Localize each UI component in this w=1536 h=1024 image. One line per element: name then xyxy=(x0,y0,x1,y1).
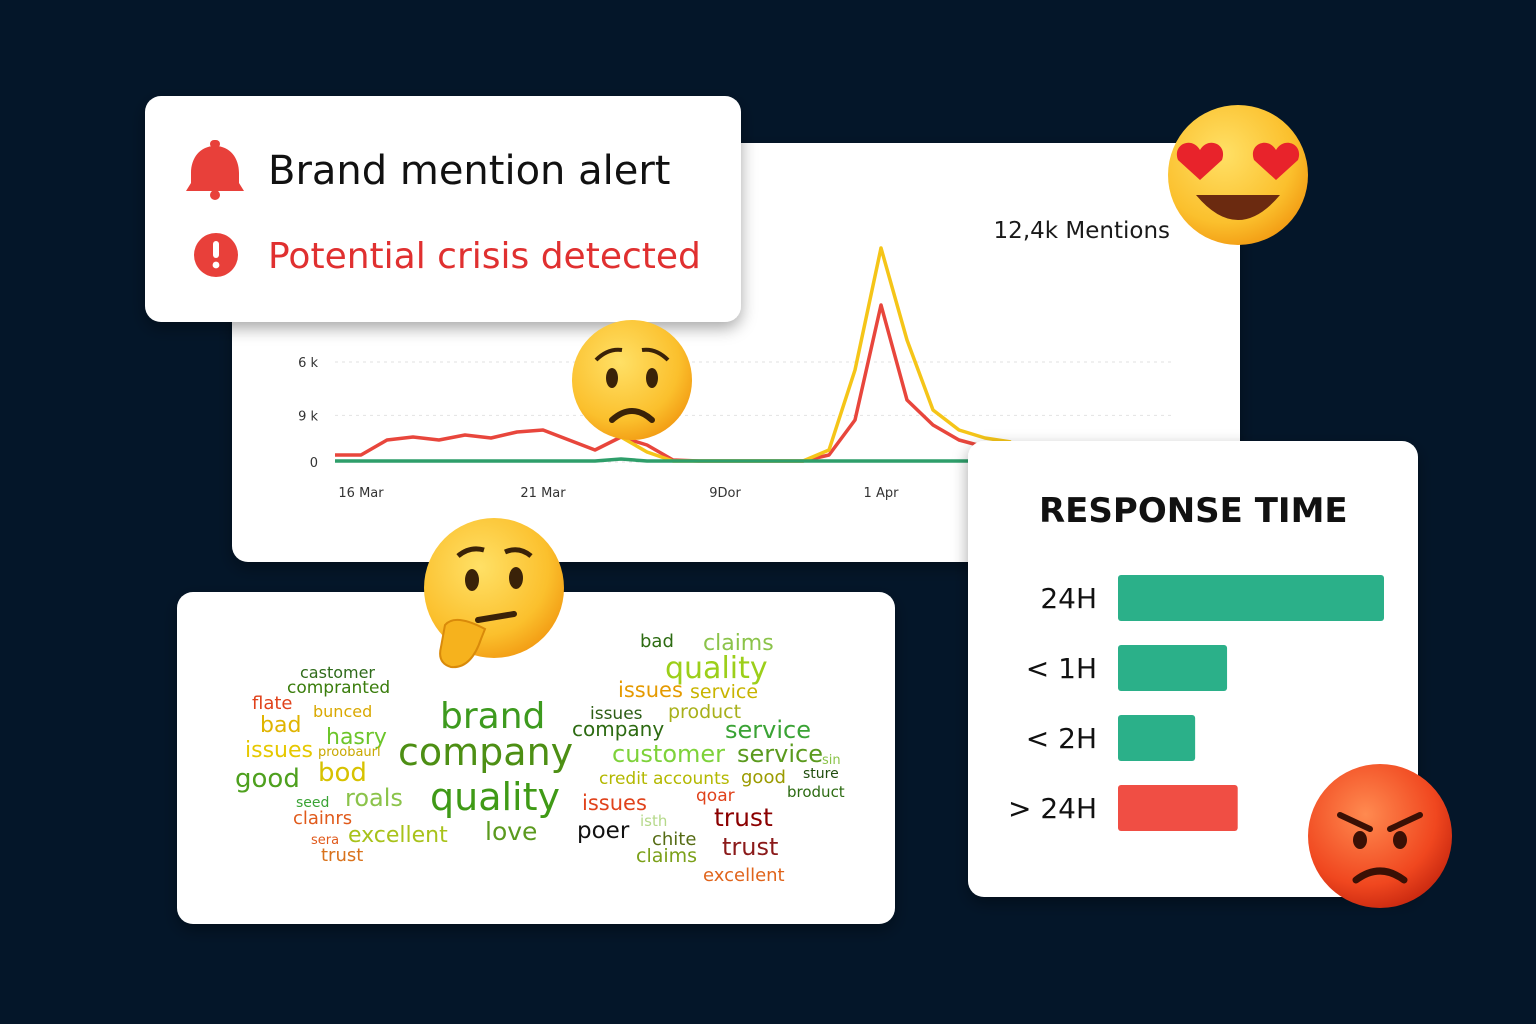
y-tick-label: 0 xyxy=(310,456,318,471)
bar-label: 24H xyxy=(1040,582,1097,615)
y-tick-label: 6 k xyxy=(298,356,318,371)
x-tick-label: 16 Mar xyxy=(338,486,384,501)
cloud-word: claims xyxy=(636,845,697,867)
mentions-total: 12,4k Mentions xyxy=(994,218,1170,244)
line-series xyxy=(335,457,1011,463)
emoji-worried xyxy=(572,320,692,440)
cloud-word: sera xyxy=(311,833,339,848)
cloud-word: product xyxy=(668,701,741,723)
cloud-word: bad xyxy=(260,713,301,738)
cloud-word: qoar xyxy=(696,786,735,806)
cloud-word: company xyxy=(398,730,573,774)
cloud-word: trust xyxy=(321,845,363,866)
cloud-word: good xyxy=(235,764,300,794)
cloud-word: issues xyxy=(245,738,313,763)
cloud-word: compranted xyxy=(287,678,390,698)
emoji-angry xyxy=(1308,764,1452,908)
cloud-word: quality xyxy=(430,775,560,819)
cloud-word: clainrs xyxy=(293,808,352,829)
cloud-word: poer xyxy=(577,818,630,844)
cloud-word: bunced xyxy=(313,702,372,721)
cloud-word: claims xyxy=(703,631,774,656)
bar-label: < 1H xyxy=(1026,652,1097,685)
cloud-word: flate xyxy=(252,693,293,714)
cloud-word: roals xyxy=(345,784,403,812)
cloud-word: seed xyxy=(296,795,329,811)
cloud-word: hasry xyxy=(326,725,387,750)
cloud-word: bod xyxy=(318,758,367,788)
x-tick-label: 9Dor xyxy=(709,486,741,501)
cloud-word: trust xyxy=(714,803,773,832)
cloud-word: quality xyxy=(665,651,768,686)
cloud-word: issues xyxy=(618,678,683,702)
bar-label: < 2H xyxy=(1026,722,1097,755)
emoji-thinking xyxy=(424,518,564,669)
line-chart: 0 9 k 6 k 16 Mar 21 Mar 9Dor 1 Apr xyxy=(298,246,1175,501)
cloud-word: broduct xyxy=(787,783,845,801)
bar-label: > 24H xyxy=(1008,792,1097,825)
cloud-word: sture xyxy=(803,766,839,782)
bar xyxy=(1118,715,1196,761)
cloud-word: proobaurl xyxy=(318,745,381,760)
cloud-word: sin xyxy=(822,753,841,768)
cloud-word: excellent xyxy=(703,865,785,886)
cloud-word: service xyxy=(690,681,758,703)
card xyxy=(145,96,741,322)
y-tick-label: 9 k xyxy=(298,409,318,424)
alert-subtitle: Potential crisis detected xyxy=(268,236,701,277)
cloud-word: company xyxy=(572,717,664,741)
card xyxy=(177,592,895,924)
cloud-word: trust xyxy=(722,833,778,861)
cloud-word: issues xyxy=(590,704,643,724)
cloud-word: customer xyxy=(612,740,725,768)
cloud-word: excellent xyxy=(348,823,448,848)
bar xyxy=(1118,645,1228,691)
cloud-word: bad xyxy=(640,631,674,652)
cloud-word: love xyxy=(485,817,537,846)
emoji-heart-eyes xyxy=(1168,105,1308,245)
cloud-word: service xyxy=(737,740,823,768)
bar xyxy=(1118,575,1384,621)
bell-icon xyxy=(186,140,244,200)
cloud-word: good xyxy=(741,767,786,788)
response-card: RESPONSE TIME 24H < 1H < 2H > 24H xyxy=(968,441,1418,897)
response-title: RESPONSE TIME xyxy=(1039,491,1348,531)
warning-icon xyxy=(194,233,238,277)
cloud-word: issues xyxy=(582,791,647,815)
cloud-word: service xyxy=(725,716,811,744)
alert-card: Brand mention alert Potential crisis det… xyxy=(145,96,741,322)
cloud-word: brand xyxy=(440,696,545,737)
alert-title: Brand mention alert xyxy=(268,148,670,194)
cloud-word: isth xyxy=(640,812,667,830)
cloud-word: castomer xyxy=(300,663,375,682)
cloud-word: chite xyxy=(652,829,696,850)
bar xyxy=(1118,785,1238,831)
x-tick-label: 21 Mar xyxy=(520,486,566,501)
x-tick-label: 1 Apr xyxy=(864,486,900,501)
cloud-word: credit accounts xyxy=(599,769,730,789)
bar-chart: 24H < 1H < 2H > 24H xyxy=(1008,575,1384,831)
